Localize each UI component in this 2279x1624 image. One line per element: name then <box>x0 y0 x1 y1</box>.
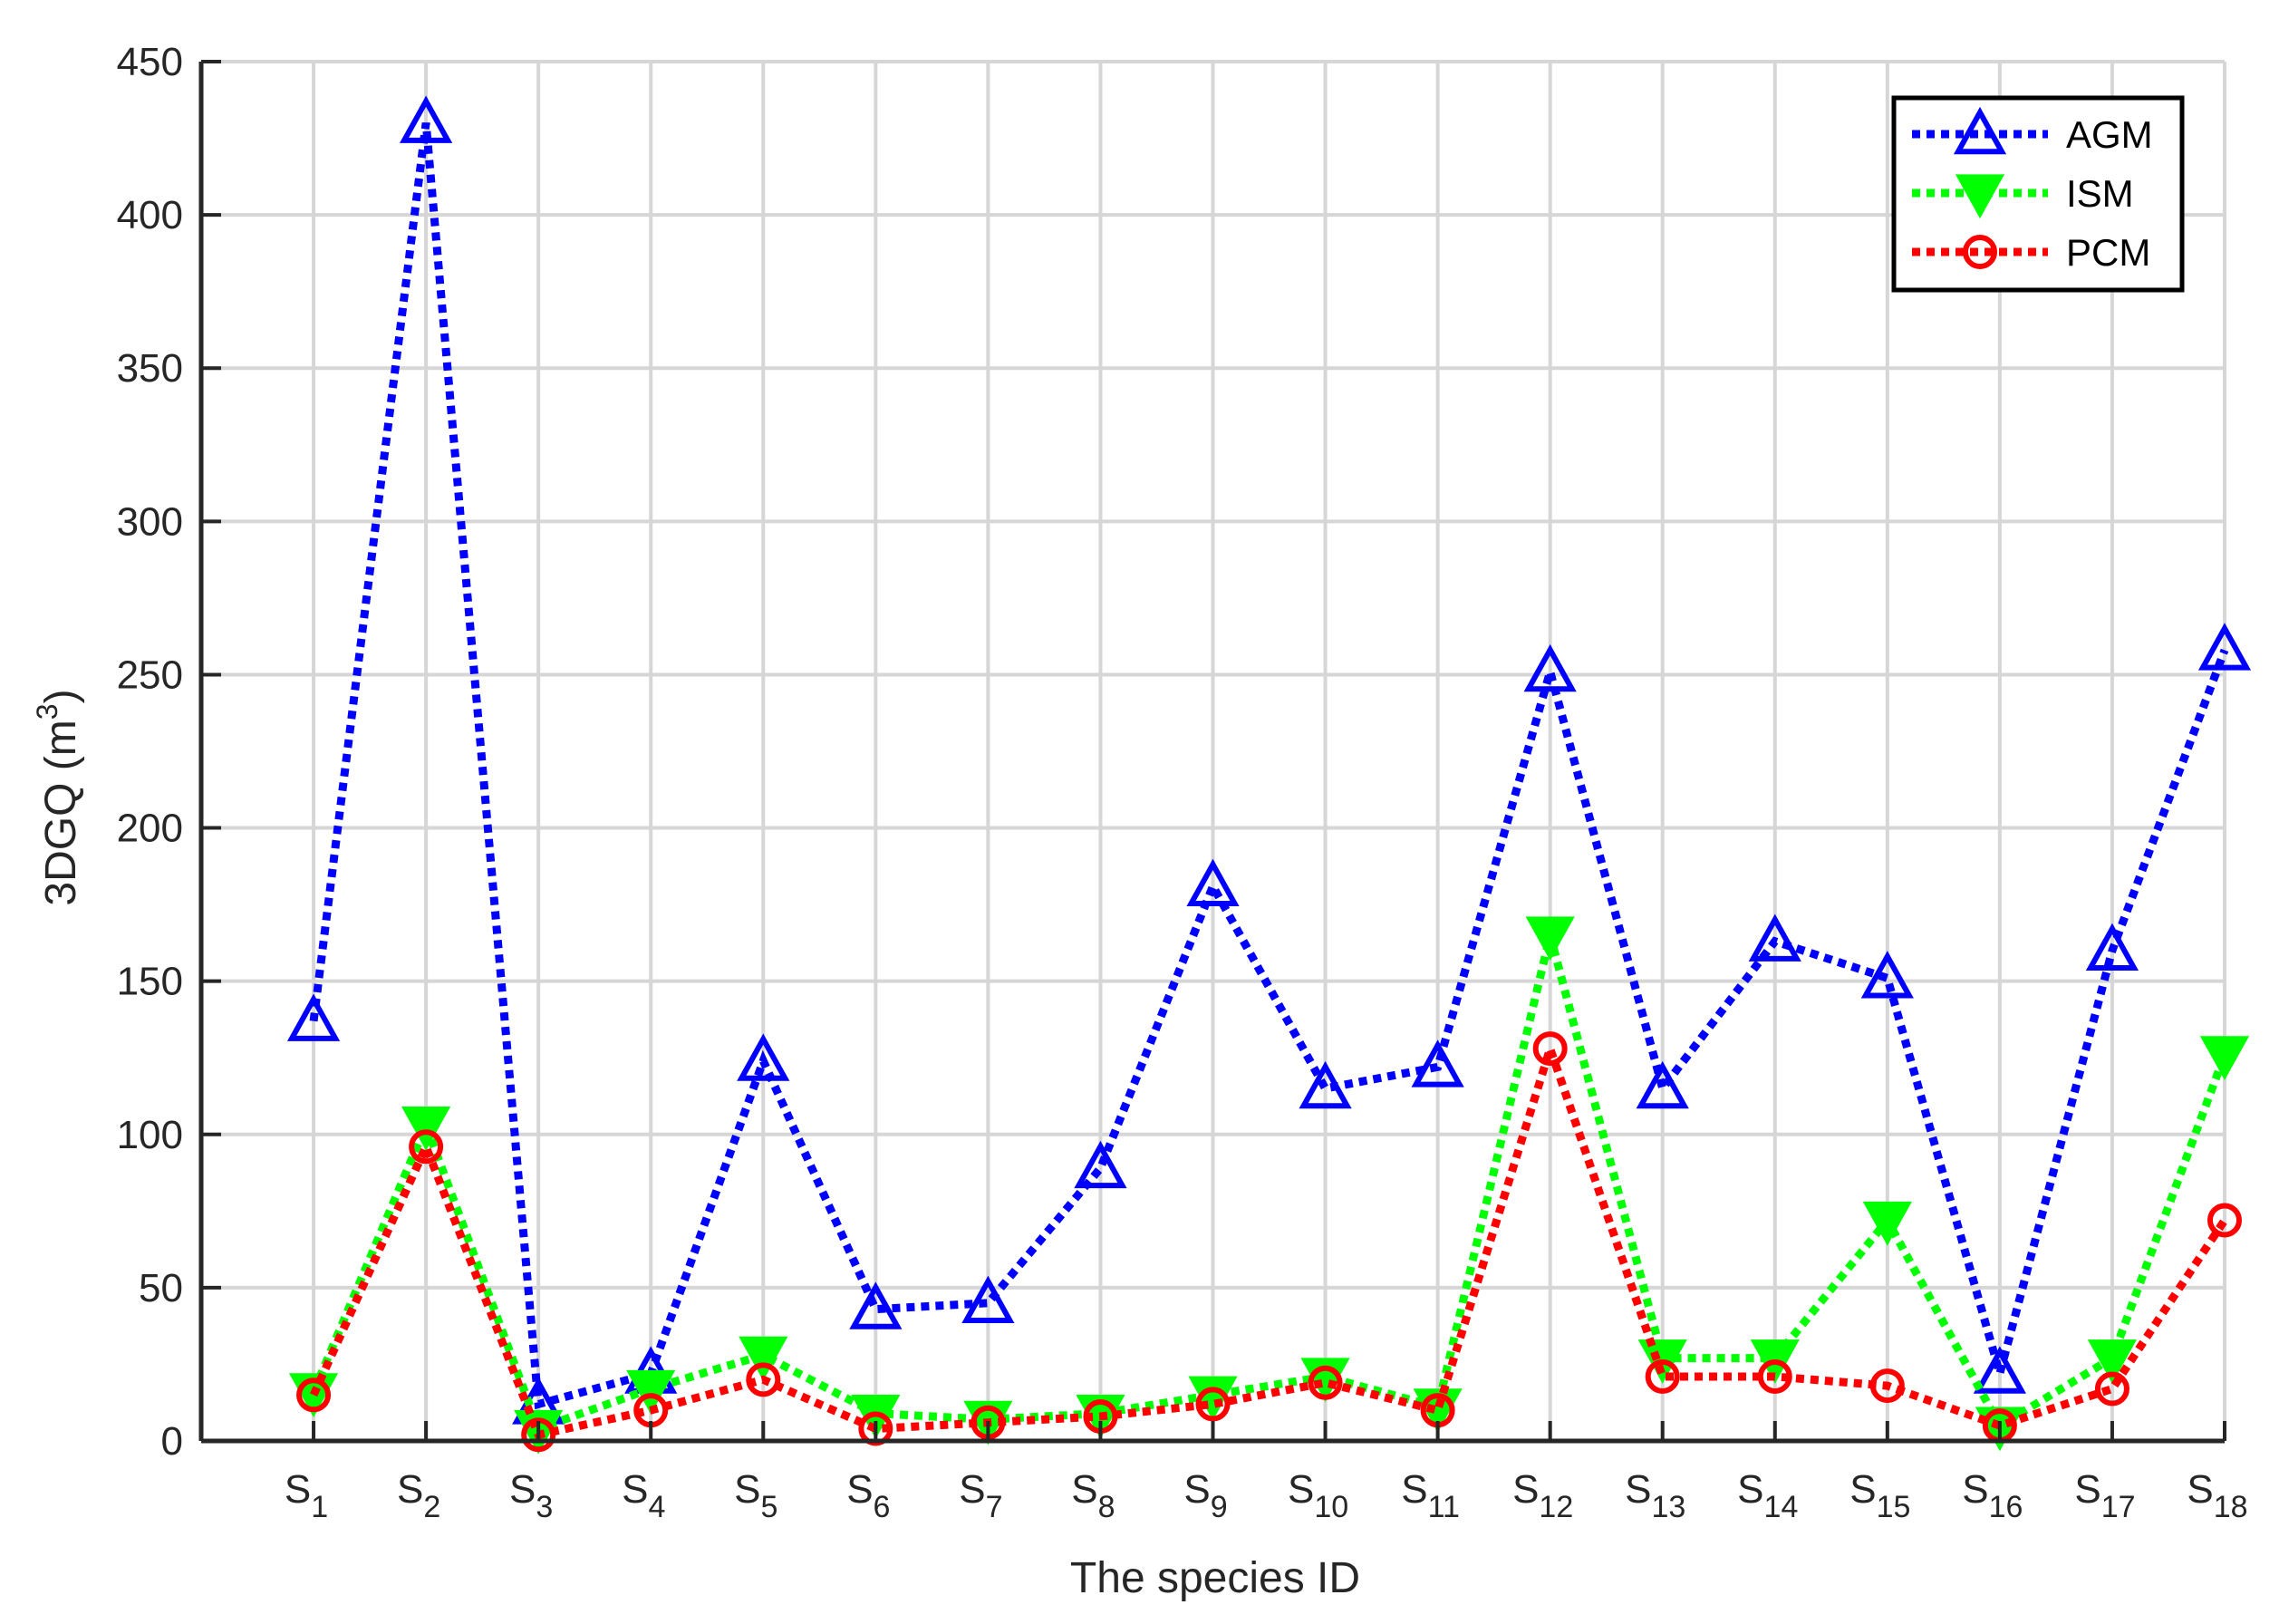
data-point-pcm <box>1195 1387 1231 1422</box>
data-point-agm <box>2085 923 2139 972</box>
data-point-agm <box>737 1033 790 1081</box>
x-tick-label: S14 <box>1737 1467 1798 1524</box>
x-tick-label: S10 <box>1288 1467 1348 1524</box>
legend-marker-ism <box>1955 174 2005 219</box>
y-axis-title-sup: 3 <box>31 703 63 720</box>
data-point-agm <box>1074 1140 1127 1189</box>
x-tick-label: S4 <box>622 1467 665 1524</box>
y-tick-label: 350 <box>117 346 183 391</box>
data-point-ism <box>1525 916 1575 962</box>
legend: AGM ISM PCM <box>1891 95 2185 293</box>
x-tick-label: S7 <box>959 1467 1002 1524</box>
x-tick-label: S15 <box>1849 1467 1910 1524</box>
data-point-agm <box>1411 1039 1464 1088</box>
data-point-pcm <box>409 1129 444 1165</box>
series-line-ism <box>309 933 2229 1435</box>
y-tick-label: 400 <box>117 193 183 237</box>
y-tick-label: 0 <box>161 1419 183 1464</box>
data-point-agm <box>400 95 453 143</box>
data-point-agm <box>849 1281 903 1329</box>
y-axis-title-close: ) <box>37 689 85 703</box>
data-point-pcm <box>296 1378 332 1413</box>
x-tick-label: S3 <box>509 1467 553 1524</box>
series-line-pcm <box>309 1035 2228 1440</box>
data-point-pcm <box>1757 1358 1792 1394</box>
x-axis-title: The species ID <box>1070 1554 1360 1602</box>
data-point-ism <box>739 1336 788 1381</box>
data-point-agm <box>2197 623 2252 671</box>
y-tick-label: 300 <box>117 499 183 544</box>
data-point-ism <box>2199 1036 2250 1081</box>
x-tick-label: S5 <box>734 1467 777 1524</box>
data-point-pcm <box>1869 1368 1905 1404</box>
y-tick-label: 450 <box>117 40 183 84</box>
data-point-agm <box>1299 1060 1352 1109</box>
x-tick-label: S1 <box>285 1467 328 1524</box>
y-axis-title-main: 3DGQ (m <box>37 720 85 905</box>
data-point-ism <box>401 1107 451 1151</box>
x-tick-label: S13 <box>1625 1467 1685 1524</box>
data-point-pcm <box>746 1362 781 1397</box>
data-point-pcm <box>1532 1031 1568 1067</box>
legend-item-ism: ISM <box>1912 172 2134 219</box>
legend-item-agm: AGM <box>1912 106 2153 156</box>
x-tick-label: S18 <box>2187 1467 2247 1524</box>
x-tick-label: S17 <box>2074 1467 2135 1524</box>
legend-label-pcm: PCM <box>2066 231 2150 274</box>
data-point-pcm <box>1308 1365 1343 1400</box>
data-point-pcm <box>2094 1371 2129 1406</box>
data-point-agm <box>1636 1060 1689 1109</box>
series-layer <box>286 95 2252 1455</box>
series-line-agm <box>309 122 2229 1410</box>
y-tick-label: 150 <box>117 960 183 1004</box>
data-point-pcm <box>1645 1358 1680 1394</box>
y-tick-label: 200 <box>117 807 183 851</box>
data-point-agm <box>1523 643 1577 692</box>
data-point-ism <box>1862 1201 1912 1246</box>
x-tick-label: S11 <box>1401 1467 1460 1524</box>
data-point-agm <box>1860 951 1914 999</box>
legend-label-agm: AGM <box>2066 113 2153 156</box>
series-ism <box>288 916 2250 1455</box>
x-tick-label: S16 <box>1962 1467 2023 1524</box>
x-tick-label: S6 <box>846 1467 890 1524</box>
grid <box>201 60 2226 1441</box>
axes: 0 50 100 150 200 250 300 350 400 450 S1 S2 S3 S4 S5 S6 S… <box>117 40 2248 1524</box>
data-point-pcm <box>521 1417 556 1453</box>
data-point-ism <box>2087 1339 2138 1384</box>
legend-marker-agm <box>1953 106 2007 155</box>
x-tick-label: S12 <box>1512 1467 1573 1524</box>
data-point-agm <box>1973 1346 2026 1394</box>
series-pcm <box>296 1031 2242 1453</box>
series-agm <box>286 95 2252 1425</box>
x-tick-label: S8 <box>1071 1467 1115 1524</box>
data-point-agm <box>1186 858 1240 907</box>
x-tick-label: S9 <box>1183 1467 1227 1524</box>
y-tick-label: 50 <box>139 1266 183 1310</box>
x-tick-label: S2 <box>397 1467 440 1524</box>
data-point-agm <box>961 1275 1015 1323</box>
data-point-ism <box>626 1369 676 1415</box>
y-tick-label: 250 <box>117 652 183 697</box>
y-tick-label: 100 <box>117 1113 183 1157</box>
data-point-agm <box>1748 914 1801 962</box>
data-point-agm <box>286 993 341 1041</box>
data-point-pcm <box>2207 1203 2242 1238</box>
legend-item-pcm: PCM <box>1912 231 2150 274</box>
legend-label-ism: ISM <box>2066 172 2134 215</box>
legend-marker-pcm <box>1963 235 1997 269</box>
y-axis-title: 3DGQ (m3) <box>31 689 85 905</box>
